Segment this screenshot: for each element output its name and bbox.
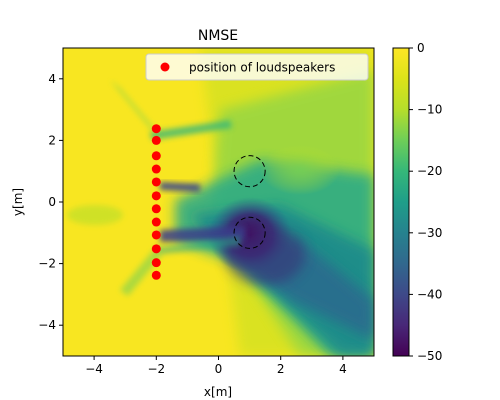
y-axis-label: y[m] — [11, 188, 25, 216]
target-circles — [233, 155, 266, 249]
x-axis-label: x[m] — [204, 385, 232, 399]
y-tick-label: 2 — [48, 133, 56, 147]
legend: position of loudspeakers — [145, 53, 369, 81]
colorbar-tick-label: −20 — [417, 164, 442, 178]
colorbar-tick-label: 0 — [417, 41, 425, 55]
dashed-circle-2 — [233, 216, 266, 249]
heatmap-field — [63, 48, 374, 356]
loudspeaker-point — [151, 270, 161, 280]
loudspeaker-point — [151, 135, 161, 145]
y-tick-label: −2 — [38, 257, 56, 271]
legend-label: position of loudspeakers — [189, 61, 335, 75]
x-tick-label: 0 — [215, 362, 223, 376]
x-tick-label: −4 — [85, 362, 103, 376]
legend-marker — [160, 62, 170, 72]
colorbar-tick-label: −50 — [417, 349, 442, 363]
loudspeaker-point — [151, 258, 161, 268]
loudspeaker-point — [151, 244, 161, 254]
y-tick-label: 4 — [48, 72, 56, 86]
colorbar-ticks: 0 −10 −20 −30 −40 −50 — [409, 41, 442, 363]
dashed-circle-1 — [233, 155, 266, 188]
y-axis-ticks: −4 −2 0 2 4 — [38, 72, 63, 332]
loudspeaker-point — [151, 204, 161, 214]
y-tick-label: −4 — [38, 318, 56, 332]
colorbar-gradient — [392, 47, 410, 357]
chart-title: NMSE — [198, 28, 238, 44]
colorbar: 0 −10 −20 −30 −40 −50 — [392, 41, 442, 363]
loudspeaker-point — [151, 124, 161, 134]
x-tick-label: −2 — [147, 362, 165, 376]
colorbar-tick-label: −30 — [417, 226, 442, 240]
loudspeaker-point — [151, 217, 161, 227]
x-tick-label: 4 — [339, 362, 347, 376]
y-tick-label: 0 — [48, 195, 56, 209]
loudspeaker-point — [151, 164, 161, 174]
loudspeaker-markers — [151, 124, 161, 280]
loudspeaker-point — [151, 230, 161, 240]
loudspeaker-point — [151, 177, 161, 187]
colorbar-tick-label: −10 — [417, 103, 442, 117]
loudspeaker-point — [151, 151, 161, 161]
x-axis-ticks: −4 −2 0 2 4 — [85, 356, 347, 376]
legend-box — [145, 53, 369, 81]
x-tick-label: 2 — [277, 362, 285, 376]
loudspeaker-point — [151, 191, 161, 201]
colorbar-tick-label: −40 — [417, 287, 442, 301]
